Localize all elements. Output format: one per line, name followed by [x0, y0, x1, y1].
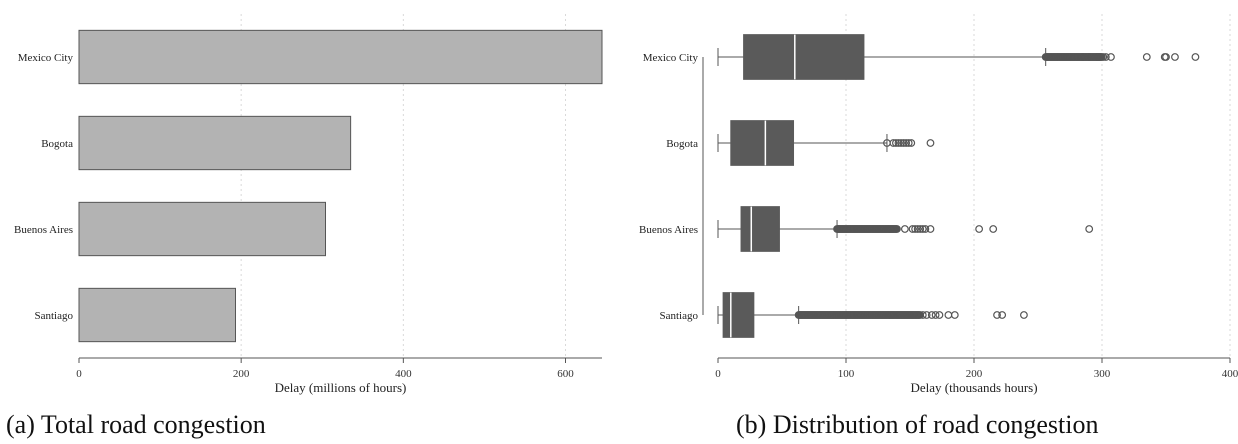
- outlier-point: [911, 225, 920, 233]
- outlier-point: [893, 225, 901, 233]
- outlier-point: [889, 139, 898, 147]
- box-santiago: [722, 292, 755, 338]
- outlier-point: [935, 311, 944, 319]
- bar-buenos-aires: [78, 201, 326, 257]
- outlier-point: [1085, 225, 1094, 233]
- x-tick-label: 0: [715, 368, 721, 380]
- outlier-point: [1099, 53, 1108, 61]
- x-tick-label: 0: [76, 368, 82, 380]
- outlier-point: [926, 225, 935, 233]
- outlier-point: [993, 311, 1001, 319]
- outlier-point: [1107, 53, 1115, 61]
- box-plot-svg: Mexico City Bogota Buenos Aires Santiago 0 10…: [639, 14, 1238, 395]
- outlier-point: [989, 225, 998, 233]
- outlier-point: [897, 139, 905, 147]
- outlier-point: [1142, 53, 1151, 61]
- x-tick-label: 600: [557, 368, 574, 380]
- outlier-point: [902, 139, 911, 147]
- outlier-point: [944, 311, 953, 319]
- category-label-santiago: Santiago: [660, 310, 699, 322]
- outlier-point: [998, 311, 1007, 319]
- outlier-point: [918, 311, 927, 319]
- chart-congestion-distribution: Mexico City Bogota Buenos Aires Santiago 0 10…: [620, 0, 1238, 444]
- outlier-point: [918, 225, 927, 233]
- bar-mexico-city: [78, 29, 603, 85]
- x-axis-title: Delay (thousands hours): [910, 380, 1037, 395]
- outlier-point: [1191, 53, 1200, 61]
- outlier-point: [921, 225, 930, 233]
- outlier-band-santiago: [794, 311, 924, 319]
- box-bogota: [730, 120, 795, 166]
- outlier-band-buenos-aires: [833, 225, 901, 233]
- category-label-buenos-aires: Buenos Aires: [14, 224, 73, 236]
- outlier-point: [1020, 311, 1028, 319]
- x-tick-label: 200: [966, 368, 983, 380]
- x-axis-title: Delay (millions of hours): [275, 380, 407, 395]
- bar-chart-svg: Mexico City Bogota Buenos Aires Santiago 0 20…: [14, 14, 603, 395]
- bar-santiago: [78, 287, 236, 343]
- outlier-point: [907, 139, 916, 147]
- outlier-point: [1162, 53, 1170, 61]
- category-label-buenos-aires: Buenos Aires: [639, 224, 698, 236]
- outlier-point: [931, 311, 940, 319]
- box-mexico-city: [743, 34, 865, 80]
- chart-total-congestion: Mexico City Bogota Buenos Aires Santiago 0 20…: [6, 14, 603, 439]
- box-buenos-aires: [740, 206, 780, 252]
- x-tick-label: 400: [1222, 368, 1238, 380]
- outlier-point: [1085, 53, 1094, 61]
- bar-bogota: [78, 115, 352, 171]
- outlier-point: [904, 139, 913, 147]
- outlier-point: [894, 139, 903, 147]
- outlier-point: [892, 139, 900, 147]
- category-label-bogota: Bogota: [666, 138, 698, 150]
- x-tick-label: 400: [395, 368, 412, 380]
- category-label-santiago: Santiago: [35, 310, 74, 322]
- outlier-point: [950, 311, 959, 319]
- category-label-bogota: Bogota: [41, 138, 73, 150]
- caption-total-congestion: (a) Total road congestion: [6, 410, 266, 439]
- outlier-point: [913, 225, 922, 233]
- x-tick-label: 200: [233, 368, 250, 380]
- category-label-mexico-city: Mexico City: [643, 52, 699, 64]
- outlier-point: [916, 225, 925, 233]
- outlier-point: [1171, 53, 1179, 61]
- outlier-point: [908, 225, 917, 233]
- outlier-point: [899, 139, 908, 147]
- caption-congestion-distribution: (b) Distribution of road congestion: [736, 410, 1099, 439]
- category-label-mexico-city: Mexico City: [18, 52, 74, 64]
- outlier-point: [1101, 53, 1110, 61]
- outlier-point: [975, 225, 984, 233]
- outlier-point: [900, 225, 909, 233]
- x-tick-label: 300: [1094, 368, 1111, 380]
- x-tick-label: 100: [838, 368, 855, 380]
- outlier-point: [926, 139, 935, 147]
- outlier-point: [922, 311, 931, 319]
- outlier-point: [927, 311, 936, 319]
